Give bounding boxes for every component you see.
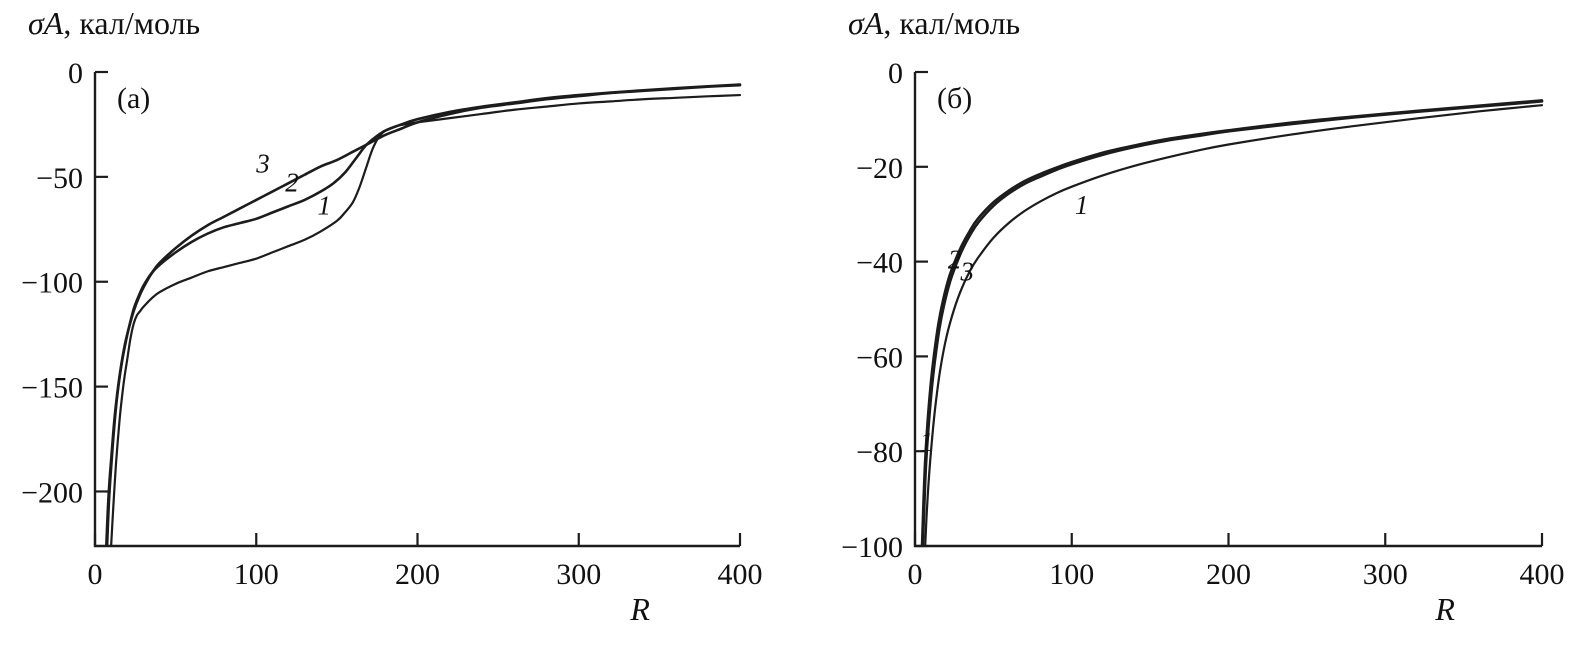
- x-axis-title: R: [629, 591, 650, 627]
- y-axis-title: σA, кал/моль: [848, 5, 1020, 41]
- curve-label-1: 1: [318, 191, 332, 221]
- curve-label-2: 2: [948, 245, 962, 275]
- curve-1: [110, 93, 742, 546]
- x-tick-label: 400: [718, 558, 763, 591]
- x-tick-label: 100: [1049, 558, 1094, 591]
- y-tick-label: −80: [856, 436, 903, 469]
- axes: [913, 72, 1542, 548]
- curve-1: [924, 104, 1544, 546]
- y-tick-label: −60: [856, 341, 903, 374]
- curve-3: [104, 83, 742, 546]
- y-tick-label: −150: [21, 372, 83, 405]
- curve-label-1: 1: [1075, 190, 1089, 220]
- x-tick-label: 100: [234, 558, 279, 591]
- axes: [93, 72, 740, 548]
- y-axis-title: σA, кал/моль: [28, 5, 200, 41]
- y-tick-label: −100: [841, 531, 903, 564]
- x-tick-label: 400: [1520, 558, 1565, 591]
- x-tick-label: 200: [1206, 558, 1251, 591]
- x-tick-label: 0: [88, 558, 103, 591]
- y-tick-label: −20: [856, 152, 903, 185]
- x-tick-label: 0: [908, 558, 923, 591]
- y-tick-label: −100: [21, 267, 83, 300]
- curve-label-3: 3: [255, 149, 270, 179]
- panel-label: (а): [117, 82, 150, 115]
- x-tick-label: 300: [556, 558, 601, 591]
- y-tick-label: −40: [856, 247, 903, 280]
- y-tick-label: 0: [68, 57, 83, 90]
- panel-label: (б): [937, 82, 972, 115]
- x-tick-label: 300: [1363, 558, 1408, 591]
- curve-label-3: 3: [959, 257, 974, 287]
- y-tick-label: 0: [888, 57, 903, 90]
- y-tick-label: −200: [21, 476, 83, 509]
- x-axis-title: R: [1434, 591, 1455, 627]
- curve-label-2: 2: [285, 168, 299, 198]
- curve-2: [920, 99, 1544, 546]
- curve-2: [105, 83, 742, 546]
- x-tick-label: 200: [395, 558, 440, 591]
- curve-3: [921, 100, 1544, 546]
- curve-label-1: 1: [920, 427, 934, 457]
- chart-panel-a: 0 −50 −100 −150 −200 0 100 200 300 400 321 (а) σA, к…: [21, 5, 763, 627]
- y-tick-label: −50: [36, 162, 83, 195]
